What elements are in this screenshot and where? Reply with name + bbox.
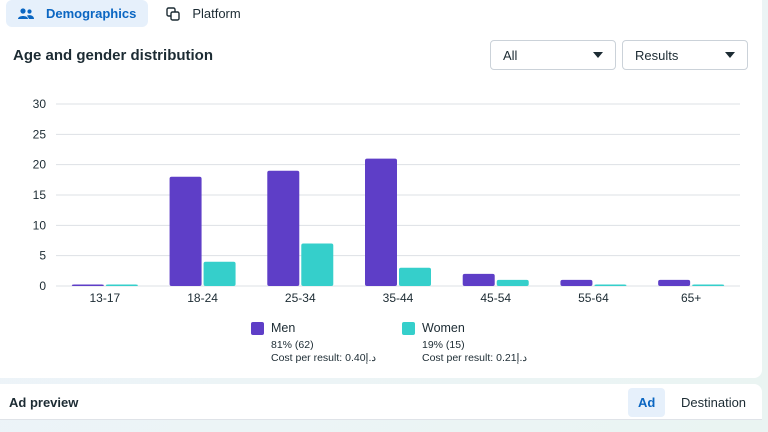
bar-men-45-54 bbox=[462, 273, 495, 286]
tab-platform[interactable]: Platform bbox=[154, 0, 252, 27]
bar-men-18-24 bbox=[169, 176, 202, 286]
x-tick-label: 65+ bbox=[681, 291, 701, 305]
bar-men-55-64 bbox=[560, 279, 593, 286]
caret-down-icon bbox=[593, 52, 603, 58]
ad-preview-header: Ad preview Ad Destination bbox=[0, 384, 762, 420]
legend-men-label: Men bbox=[271, 321, 296, 335]
x-tick-label: 45-54 bbox=[480, 291, 511, 305]
legend-women-label: Women bbox=[422, 321, 465, 335]
tab-ad[interactable]: Ad bbox=[628, 388, 666, 417]
legend-women-swatch bbox=[402, 322, 415, 335]
metric-select-value: Results bbox=[635, 47, 679, 63]
tab-platform-label: Platform bbox=[192, 6, 241, 21]
x-tick-label: 55-64 bbox=[578, 291, 609, 305]
x-tick-label: 13-17 bbox=[90, 291, 121, 305]
bar-men-25-34 bbox=[267, 170, 300, 286]
x-tick-label: 25-34 bbox=[285, 291, 316, 305]
section-title: Age and gender distribution bbox=[13, 47, 214, 64]
tab-demographics[interactable]: Demographics bbox=[6, 0, 149, 27]
people-icon bbox=[18, 7, 34, 20]
bar-women-25-34 bbox=[301, 243, 334, 286]
bar-women-65+ bbox=[692, 284, 725, 286]
y-tick-label: 0 bbox=[39, 279, 46, 293]
y-tick-label: 10 bbox=[33, 218, 47, 232]
y-tick-label: 15 bbox=[33, 188, 47, 202]
tab-demographics-label: Demographics bbox=[46, 6, 137, 21]
y-tick-label: 20 bbox=[33, 158, 47, 172]
y-tick-label: 5 bbox=[39, 249, 46, 263]
y-tick-label: 25 bbox=[33, 127, 47, 141]
legend-women-cost: Cost per result: 0.21د.إ bbox=[422, 352, 528, 364]
legend-men-swatch bbox=[251, 322, 264, 335]
bar-men-13-17 bbox=[71, 284, 104, 286]
bar-men-65+ bbox=[658, 279, 691, 286]
bar-women-55-64 bbox=[594, 284, 627, 286]
legend-women-share: 19% (15) bbox=[422, 339, 465, 351]
bar-women-13-17 bbox=[105, 284, 138, 286]
bar-women-18-24 bbox=[203, 261, 236, 286]
ad-preview-title: Ad preview bbox=[9, 395, 79, 410]
y-tick-label: 30 bbox=[33, 97, 47, 111]
audience-select[interactable]: All bbox=[490, 40, 616, 70]
age-gender-chart: 0 5 10 15 20 25 30 13-17 18-24 25-34 35-44 45-54 55-… bbox=[33, 97, 740, 305]
copy-icon bbox=[166, 6, 181, 21]
legend-men-cost: Cost per result: 0.40د.إ bbox=[271, 352, 377, 364]
bar-men-35-44 bbox=[365, 158, 397, 286]
breakdown-tabs: Demographics Platform bbox=[6, 0, 259, 30]
caret-down-icon bbox=[725, 52, 735, 58]
metric-select[interactable]: Results bbox=[622, 40, 748, 70]
x-tick-label: 35-44 bbox=[383, 291, 414, 305]
audience-select-value: All bbox=[503, 47, 518, 63]
bar-women-35-44 bbox=[399, 267, 431, 286]
tab-destination[interactable]: Destination bbox=[681, 395, 747, 410]
bar-women-45-54 bbox=[496, 279, 529, 286]
audience-card: Demographics Platform Age and gender dis… bbox=[6, 0, 748, 364]
x-tick-label: 18-24 bbox=[187, 291, 218, 305]
legend-men-share: 81% (62) bbox=[271, 339, 314, 351]
